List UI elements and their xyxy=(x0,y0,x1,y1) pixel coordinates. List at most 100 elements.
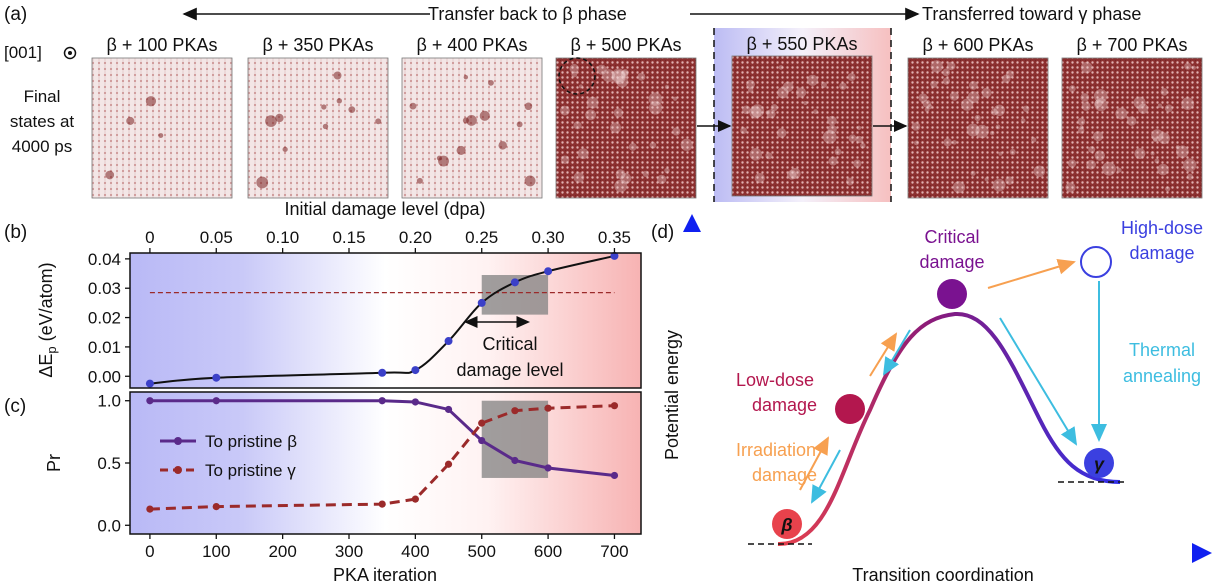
panel-b-frame xyxy=(129,252,642,389)
x-tick-label: 0 xyxy=(145,542,154,561)
damage-cluster xyxy=(1009,148,1016,155)
gamma-data-point xyxy=(411,495,419,503)
gamma-data-point xyxy=(146,505,154,513)
snapshot-image xyxy=(248,58,388,198)
snapshot-border xyxy=(91,57,233,199)
damage-cluster xyxy=(750,104,765,118)
damage-cluster xyxy=(577,148,589,160)
top-axis-ticks: 0 0.05 0.10 0.15 0.20 0.25 0.30 0.35 xyxy=(145,228,631,253)
damage-cluster xyxy=(664,84,670,90)
damage-cluster xyxy=(930,60,943,73)
damage-cluster xyxy=(822,130,837,144)
damage-cluster xyxy=(1175,145,1180,150)
snapshot-image xyxy=(556,58,696,198)
energy-data-point xyxy=(444,337,453,346)
damage-cluster xyxy=(967,91,980,104)
beta-data-point xyxy=(411,398,419,406)
legend-beta-text: To pristine β xyxy=(205,432,297,451)
snapshot-label: β + 350 PKAs xyxy=(263,35,374,55)
damage-cluster xyxy=(911,122,921,131)
recovery-arrow-down-2 xyxy=(882,329,911,376)
damage-cluster xyxy=(516,121,523,128)
top-tick-label: 0.35 xyxy=(598,228,631,247)
damage-cluster xyxy=(648,92,663,106)
snapshot-image xyxy=(92,58,232,198)
top-tick-label: 0.30 xyxy=(532,228,565,247)
legend: To pristine β To pristine γ xyxy=(160,432,297,480)
damage-cluster xyxy=(1081,101,1091,111)
damage-cluster xyxy=(942,77,951,85)
y-tick-label: 0.02 xyxy=(88,309,121,328)
critical-to-gamma-arrow xyxy=(999,317,1078,446)
damage-cluster xyxy=(856,125,862,130)
damage-cluster xyxy=(602,69,615,82)
damage-cluster xyxy=(571,71,578,78)
y-tick-label: 0.0 xyxy=(97,516,121,535)
header-right: Transferred toward γ phase xyxy=(922,4,1141,24)
top-tick-label: 0.10 xyxy=(266,228,299,247)
damage-cluster xyxy=(989,130,995,136)
snapshot-border xyxy=(1061,57,1203,199)
damage-cluster xyxy=(1005,176,1014,185)
legend-beta-marker xyxy=(174,437,182,445)
beta-data-point xyxy=(544,464,552,472)
energy-data-point xyxy=(411,366,420,375)
gamma-series-line xyxy=(149,404,615,511)
damage-cluster xyxy=(586,96,599,109)
damage-cluster xyxy=(765,152,773,160)
damage-cluster xyxy=(620,173,632,184)
damage-cluster xyxy=(770,104,778,112)
damage-cluster xyxy=(1033,165,1046,177)
low-dose-state-circle xyxy=(835,394,865,424)
snapshot-image xyxy=(1062,58,1202,198)
damage-cluster xyxy=(961,98,974,111)
panel-c-label: (c) xyxy=(4,396,26,417)
damage-cluster xyxy=(789,167,801,180)
top-tick-label: 0.20 xyxy=(399,228,432,247)
panel-c-x-ticks: 0 100 200 300 400 500 600 700 xyxy=(145,534,629,561)
damage-cluster xyxy=(848,134,857,143)
low-dose-label-line1: Low-dose xyxy=(736,370,814,390)
damage-cluster xyxy=(1133,96,1146,109)
panel-b: (b) Initial damage level (dpa) 0 0.05 0.10… xyxy=(4,199,642,389)
top-axis-label: Initial damage level (dpa) xyxy=(284,199,485,219)
damage-cluster xyxy=(765,110,770,115)
x-tick-label: 200 xyxy=(268,542,296,561)
damage-cluster xyxy=(913,140,919,146)
low-dose-label-line2: damage xyxy=(752,395,817,415)
header-left: Transfer back to β phase xyxy=(428,4,627,24)
damage-cluster xyxy=(1191,65,1196,70)
damage-cluster xyxy=(1065,182,1076,193)
damage-cluster xyxy=(740,127,747,134)
damage-cluster xyxy=(777,87,789,99)
damage-cluster xyxy=(614,179,628,193)
damage-cluster xyxy=(642,170,650,177)
damage-cluster xyxy=(1152,137,1158,142)
beta-data-point xyxy=(610,471,619,480)
damage-cluster xyxy=(1181,97,1195,111)
snapshot-label: β + 550 PKAs xyxy=(747,34,858,54)
beta-state-symbol: β xyxy=(780,515,792,535)
energy-data-point xyxy=(510,278,519,287)
damage-cluster xyxy=(628,142,637,151)
damage-cluster xyxy=(998,151,1003,156)
damage-cluster xyxy=(611,70,626,85)
damage-cluster xyxy=(488,79,494,86)
snapshot-label: β + 100 PKAs xyxy=(107,35,218,55)
damage-cluster xyxy=(1160,88,1169,96)
damage-cluster xyxy=(813,109,819,115)
damage-cluster xyxy=(1184,62,1192,70)
damage-cluster xyxy=(333,71,342,80)
damage-cluster xyxy=(860,142,866,149)
damage-cluster xyxy=(1080,93,1090,102)
panel-c-y-label: Pr xyxy=(44,454,64,472)
damage-cluster xyxy=(573,172,585,183)
high-dose-label-line1: High-dose xyxy=(1121,218,1203,238)
final-states-line3: 4000 ps xyxy=(12,137,73,156)
damage-cluster xyxy=(1138,103,1149,114)
damage-cluster xyxy=(578,84,583,89)
damage-cluster xyxy=(847,72,856,82)
top-tick-label: 0.15 xyxy=(332,228,365,247)
damage-cluster xyxy=(613,108,624,118)
snapshot-border xyxy=(247,57,389,199)
